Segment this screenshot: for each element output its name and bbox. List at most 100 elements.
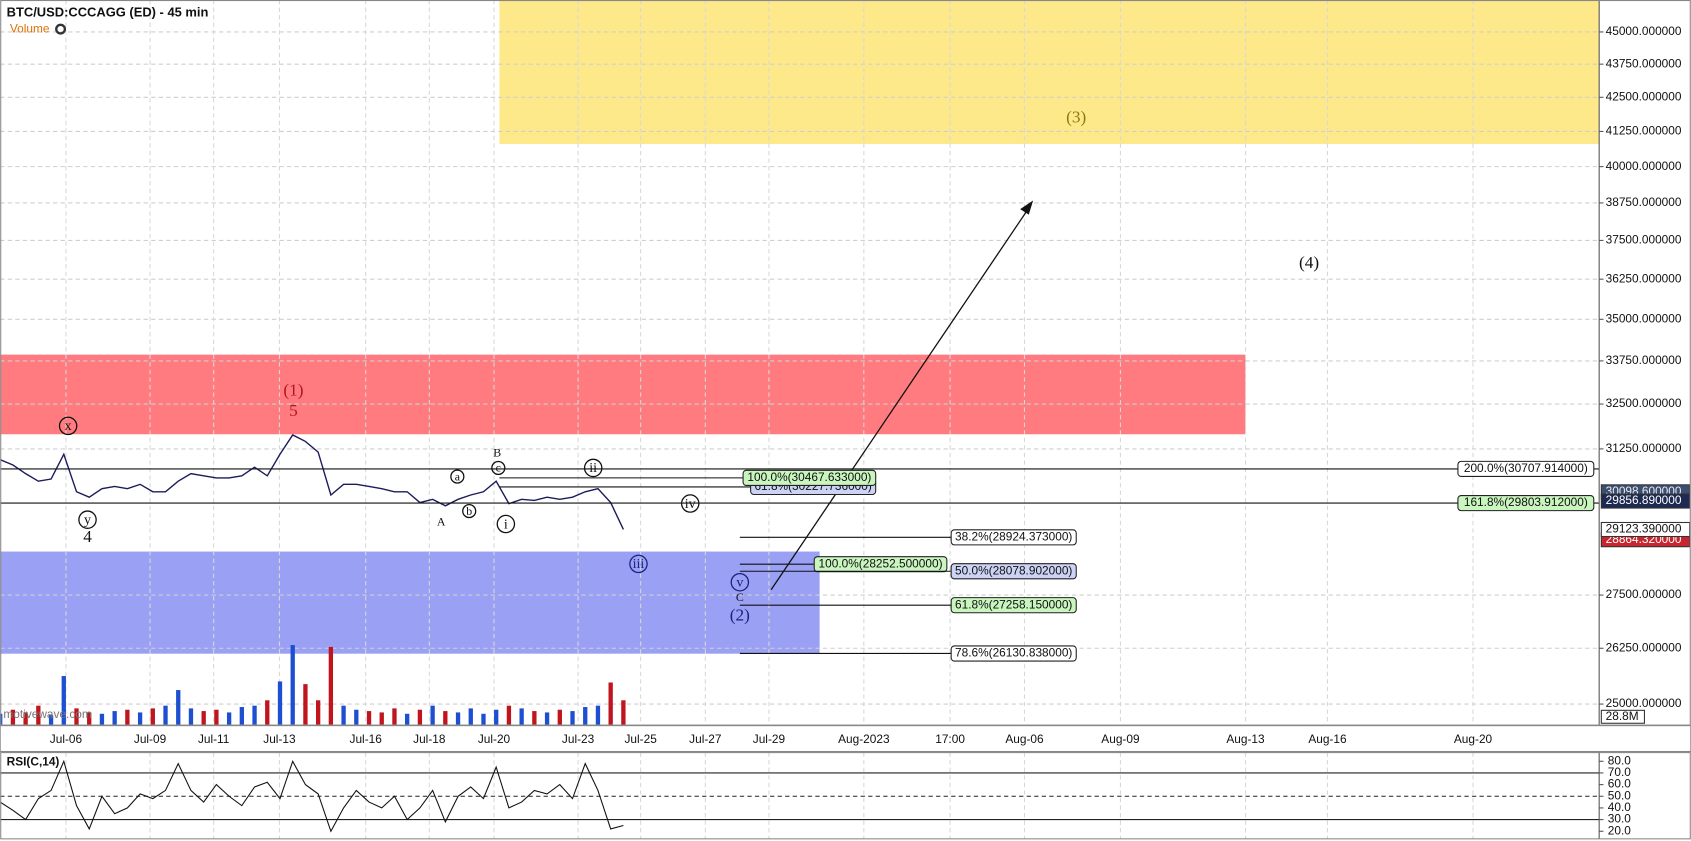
volume-bar	[252, 705, 257, 725]
x-tick-label: Jul-09	[134, 732, 167, 746]
zone	[499, 0, 1600, 144]
y-tick-label: 31250.000000	[1606, 441, 1682, 455]
y-tick-label: 27500.000000	[1606, 587, 1682, 601]
x-tick-label: Aug-20	[1454, 732, 1493, 746]
volume-bar	[468, 708, 473, 725]
settings-icon[interactable]	[55, 23, 67, 35]
fib-label-box	[950, 645, 1077, 662]
y-tick-label: 33750.000000	[1606, 353, 1682, 367]
wave-label: 5	[289, 401, 298, 420]
volume-bar	[595, 705, 601, 725]
fib-label: 100.0%(28252.500000)	[819, 556, 943, 570]
rsi-tick-label: 30.0	[1608, 812, 1631, 826]
rsi-tick-label: 20.0	[1608, 823, 1631, 837]
text-layer: BTC/USD:CCCAGG (ED) - 45 min Volume moti…	[3, 4, 1681, 837]
volume-bar	[226, 712, 232, 725]
volume-bar	[61, 676, 66, 725]
wave-label: v	[736, 576, 743, 591]
x-tick-label: Aug-13	[1226, 732, 1265, 746]
grid-layer	[0, 0, 1604, 839]
wave-circle	[491, 460, 506, 476]
volume-bar	[74, 708, 79, 725]
volume-bar	[405, 713, 410, 725]
volume-bar	[125, 709, 130, 725]
rsi-line	[0, 759, 624, 833]
volume-bar	[163, 705, 168, 725]
fib-label: 161.8%(29803.912000)	[1464, 495, 1588, 509]
volume-bar	[392, 708, 397, 725]
volume-bar	[87, 712, 92, 725]
wave-circle	[629, 554, 648, 574]
volume-bar	[455, 712, 461, 725]
volume-bar	[354, 709, 359, 725]
x-tick-label: Jul-27	[689, 732, 721, 746]
fib-label-box	[1457, 460, 1595, 478]
x-tick-label: Jul-11	[198, 732, 230, 746]
wave-circle	[78, 510, 97, 529]
volume-bar	[379, 712, 384, 725]
volume-bar	[10, 709, 16, 725]
volume-bar	[544, 712, 550, 725]
volume-bar	[48, 715, 54, 725]
wave-label: iv	[685, 497, 696, 512]
volume-bar	[150, 708, 155, 725]
wave-label: i	[504, 517, 508, 532]
fib-label: 61.8%(27258.150000)	[955, 597, 1072, 611]
wave-label: (4)	[1299, 253, 1319, 272]
rsi-tick-label: 80.0	[1608, 753, 1631, 767]
wave-circle	[462, 503, 477, 519]
price-line	[0, 434, 625, 530]
volume-bar	[36, 705, 41, 725]
arrow-head	[1020, 200, 1034, 215]
wave-label: b	[466, 504, 472, 518]
fib-label-box	[742, 469, 877, 486]
rsi-panel	[0, 752, 1691, 840]
volume-bar	[214, 709, 219, 725]
y-tick-label: 41250.000000	[1606, 124, 1682, 138]
wave-label: A	[437, 515, 446, 529]
x-tick-label: 17:00	[935, 732, 965, 746]
volume-bar	[188, 708, 194, 725]
wave-label: iii	[633, 557, 645, 572]
volume-bar	[443, 711, 448, 725]
volume-bar	[277, 681, 283, 725]
volume-bar	[137, 712, 143, 725]
volume-bar	[366, 711, 372, 725]
fib-label: 200.0%(30707.914000)	[1464, 461, 1588, 475]
volume-bar	[532, 711, 537, 725]
y-tick-label: 25000.000000	[1606, 696, 1682, 710]
volume-bar	[506, 705, 512, 725]
wave-label: (2)	[730, 606, 750, 625]
zones-layer	[0, 0, 1600, 654]
x-tick-label: Aug-2023	[838, 732, 890, 746]
rsi-tick-label: 40.0	[1608, 800, 1631, 814]
wave-label: y	[84, 513, 91, 528]
x-tick-label: Jul-25	[624, 732, 657, 746]
x-tick-label: Aug-06	[1005, 732, 1044, 746]
wave-circle	[730, 572, 750, 592]
price-panel	[0, 0, 1691, 726]
wave-label: (1)	[283, 380, 303, 399]
price-marker-label: 29856.890000	[1606, 493, 1682, 507]
y-tick-label: 43750.000000	[1606, 56, 1682, 70]
fib-label: 100.0%(30467.633000)	[747, 470, 871, 484]
y-tick-label: 42500.000000	[1606, 89, 1682, 103]
volume-bar	[583, 707, 588, 725]
x-tick-label: Aug-09	[1101, 732, 1140, 746]
wave-label: a	[455, 469, 461, 483]
fib-label: 50.0%(28078.902000)	[955, 563, 1072, 577]
volume-bar	[341, 705, 346, 725]
volume-bar	[621, 700, 626, 725]
volume-label: Volume	[10, 21, 50, 35]
fib-label-box	[950, 563, 1077, 580]
wave-label: C	[736, 590, 744, 604]
data-layer	[0, 434, 626, 833]
chart-title: BTC/USD:CCCAGG (ED) - 45 min	[7, 4, 209, 19]
wave-circle	[58, 416, 78, 436]
x-tick-label: Aug-16	[1308, 732, 1347, 746]
zone	[0, 354, 1246, 435]
volume-bar	[417, 709, 423, 725]
x-tick-label: Jul-16	[350, 732, 383, 746]
